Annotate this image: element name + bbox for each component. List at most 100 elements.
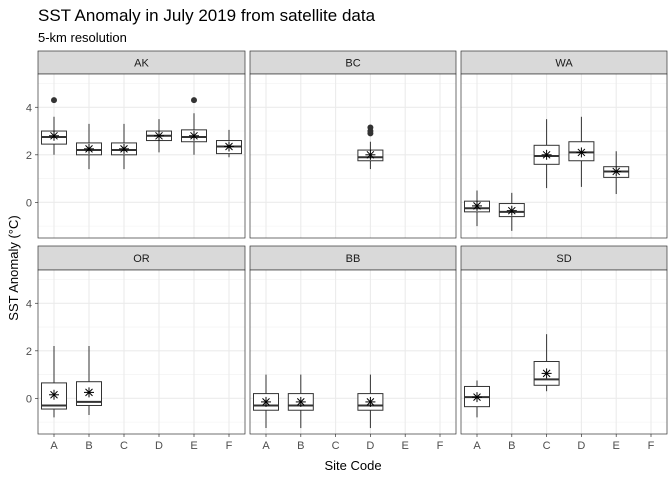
mean-marker — [541, 368, 552, 379]
box-ak-f — [216, 129, 242, 158]
y-axis-label: SST Anomaly (°C) — [6, 215, 21, 320]
mean-marker — [576, 147, 587, 158]
box-wa-c — [533, 119, 560, 189]
mean-marker-stroke — [507, 206, 516, 215]
box-wa-e — [603, 151, 630, 195]
facet-strip-label: WA — [555, 58, 573, 70]
facet-strip-label: OR — [133, 253, 150, 265]
outlier-point — [51, 97, 57, 104]
mean-marker-stroke — [366, 150, 375, 159]
mean-marker-stroke — [473, 202, 481, 210]
x-tick-label: B — [297, 440, 304, 452]
mean-marker — [365, 149, 376, 160]
panel-border — [249, 269, 457, 435]
x-tick-label: E — [613, 440, 620, 452]
mean-marker-stroke — [50, 390, 58, 399]
box-wa-b — [498, 192, 525, 231]
x-tick-label: F — [648, 440, 655, 452]
panel-background — [250, 270, 456, 434]
y-tick-label: 2 — [26, 346, 32, 358]
mean-marker-stroke — [262, 398, 270, 406]
box-bb-d — [357, 374, 384, 429]
mean-marker-stroke — [225, 142, 233, 151]
x-tick-label: F — [437, 440, 444, 452]
facet-strip-label: BC — [345, 58, 360, 70]
box-ak-c — [111, 123, 137, 170]
mean-marker — [224, 141, 234, 152]
box-bb-a — [253, 374, 279, 429]
x-tick-label: A — [262, 440, 270, 452]
panel-bb: BB A B C D E F — [249, 245, 457, 452]
x-tick-label: C — [332, 440, 340, 452]
y-tick-label: 0 — [26, 197, 32, 209]
x-tick-label: C — [543, 440, 551, 452]
facet-strip-label: BB — [346, 253, 361, 265]
panel-border — [460, 73, 668, 239]
x-tick-label: D — [155, 440, 163, 452]
mean-marker — [49, 130, 59, 141]
mean-marker — [365, 396, 376, 407]
mean-marker-stroke — [296, 398, 305, 406]
mean-marker-stroke — [542, 150, 551, 159]
mean-marker — [49, 389, 59, 400]
box-bc-d — [357, 124, 384, 170]
panel-border — [249, 73, 457, 239]
x-axis-label: Site Code — [324, 458, 381, 473]
box-sd-a — [464, 380, 490, 418]
x-tick-label: F — [226, 440, 233, 452]
x-tick-label: D — [577, 440, 585, 452]
panel-background — [250, 74, 456, 238]
x-tick-label: B — [508, 440, 515, 452]
panel-wa: WA — [460, 50, 668, 239]
facet-strip-label: SD — [556, 253, 571, 265]
mean-marker-stroke — [612, 167, 621, 176]
box-bb-b — [287, 374, 314, 429]
mean-marker-stroke — [577, 148, 586, 157]
mean-marker — [119, 143, 129, 154]
mean-marker — [189, 130, 199, 141]
panel-background — [38, 270, 245, 434]
y-tick-label: 0 — [26, 393, 32, 405]
box-ak-a — [41, 97, 67, 155]
mean-marker-stroke — [155, 131, 163, 140]
panel-background — [38, 74, 245, 238]
mean-marker — [261, 396, 271, 407]
x-tick-label: E — [190, 440, 197, 452]
y-tick-label: 2 — [26, 150, 32, 162]
panel-border — [37, 269, 246, 435]
y-tick-label: 4 — [26, 102, 32, 114]
mean-marker — [472, 200, 482, 211]
mean-marker — [84, 143, 94, 154]
panel-background — [461, 74, 667, 238]
mean-marker — [295, 396, 306, 407]
box-ak-e — [181, 97, 207, 155]
box-wa-a — [464, 190, 490, 227]
facet-strip — [37, 245, 246, 271]
chart-title: SST Anomaly in July 2019 from satellite … — [38, 6, 376, 25]
x-tick-label: B — [85, 440, 92, 452]
box-or-a — [41, 346, 67, 418]
mean-marker-stroke — [50, 131, 58, 140]
box-or-b — [76, 346, 102, 415]
mean-marker — [84, 387, 94, 398]
box-sd-c — [533, 334, 560, 392]
mean-marker — [506, 205, 517, 216]
mean-marker — [154, 130, 164, 141]
mean-marker — [611, 166, 622, 177]
panel-or: OR 0 2 4 A B C D E F — [26, 245, 246, 452]
mean-marker — [541, 149, 552, 160]
panel-bc: BC — [249, 50, 457, 239]
outlier-point — [191, 97, 197, 104]
mean-marker-stroke — [366, 398, 375, 406]
panel-border — [460, 269, 668, 435]
mean-marker-stroke — [120, 145, 128, 153]
panel-sd: SD A B C D E F — [460, 245, 668, 452]
facet-strip — [460, 245, 668, 271]
mean-marker — [472, 392, 482, 403]
x-tick-label: D — [366, 440, 374, 452]
box-wa-d — [568, 116, 595, 187]
chart-subtitle: 5-km resolution — [38, 30, 127, 45]
x-tick-label: C — [120, 440, 128, 452]
